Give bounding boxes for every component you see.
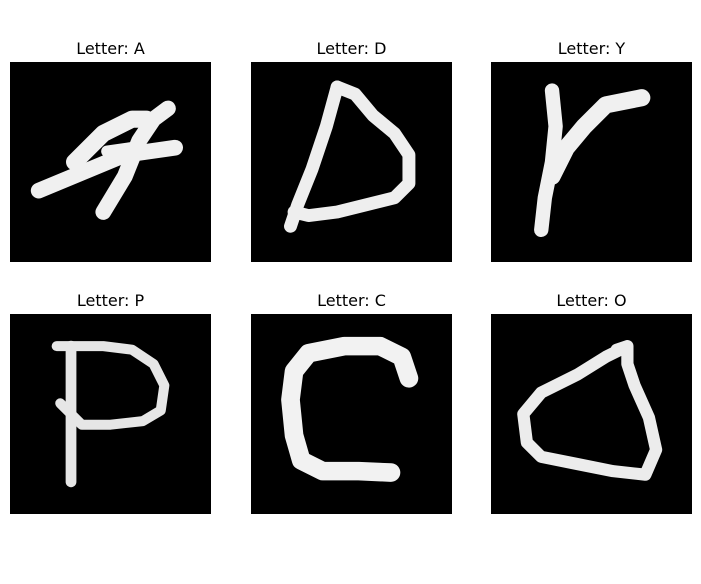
handwritten-letter-p	[51, 340, 170, 488]
handwritten-letter-o	[517, 340, 663, 481]
panel-title: Letter: D	[316, 39, 387, 58]
panel-title: Letter: O	[556, 291, 627, 310]
letter-a-image	[10, 62, 211, 262]
letter-p-image	[10, 314, 211, 514]
letter-o-image	[491, 314, 692, 514]
handwritten-letter-y	[534, 83, 651, 237]
panel-title: Letter: C	[317, 291, 386, 310]
letter-y-image	[491, 62, 692, 262]
handwritten-letter-d	[284, 80, 416, 233]
panel-title: Letter: A	[76, 39, 145, 58]
letter-d-image	[251, 62, 452, 262]
handwritten-letter-a	[30, 100, 184, 220]
panel-title: Letter: P	[76, 291, 145, 310]
letter-c-image	[251, 314, 452, 514]
panel-title: Letter: Y	[557, 39, 626, 58]
handwritten-letter-c	[281, 336, 419, 482]
